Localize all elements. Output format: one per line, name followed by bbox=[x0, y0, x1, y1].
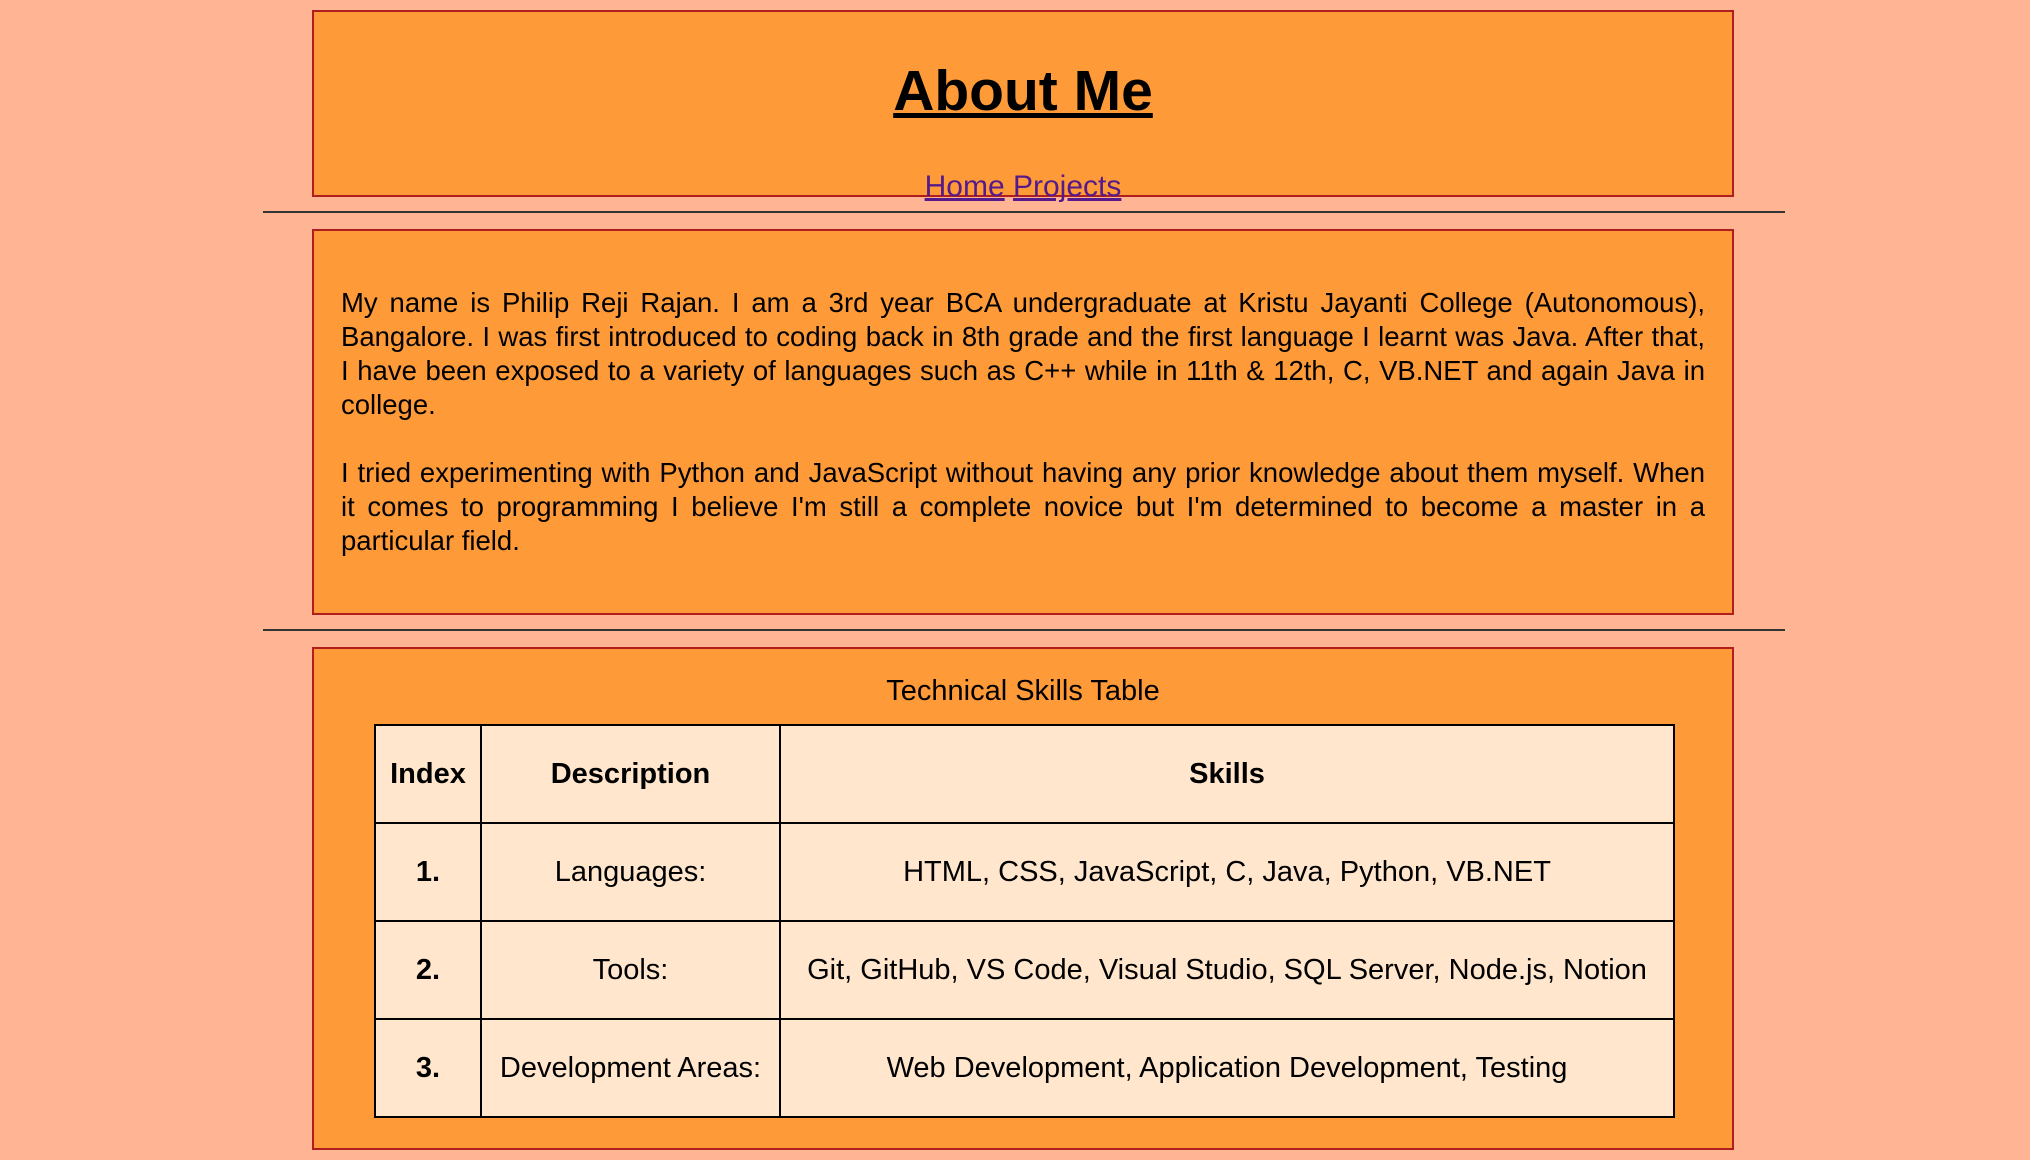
cell-skills: Web Development, Application Development… bbox=[779, 1018, 1675, 1118]
cell-index: 3. bbox=[374, 1018, 482, 1118]
cell-description: Tools: bbox=[480, 920, 781, 1020]
nav-link-projects[interactable]: Projects bbox=[1013, 170, 1122, 203]
horizontal-rule bbox=[263, 629, 1785, 631]
cell-description: Languages: bbox=[480, 822, 781, 922]
header-skills: Skills bbox=[779, 724, 1675, 824]
table-caption: Technical Skills Table bbox=[886, 675, 1160, 707]
header-section: About Me Home Projects bbox=[312, 10, 1734, 203]
header-description: Description bbox=[480, 724, 781, 824]
skills-section: Technical Skills Table Index Description… bbox=[312, 647, 1734, 1150]
header-index: Index bbox=[374, 724, 482, 824]
table-row: 1. Languages: HTML, CSS, JavaScript, C, … bbox=[374, 822, 1675, 922]
table-header-row: Index Description Skills bbox=[374, 724, 1675, 824]
nav-link-home[interactable]: Home bbox=[924, 170, 1005, 203]
about-section: My name is Philip Reji Rajan. I am a 3rd… bbox=[312, 229, 1734, 615]
cell-skills: HTML, CSS, JavaScript, C, Java, Python, … bbox=[779, 822, 1675, 922]
cell-index: 1. bbox=[374, 822, 482, 922]
about-paragraph-1: My name is Philip Reji Rajan. I am a 3rd… bbox=[341, 287, 1705, 420]
horizontal-rule bbox=[263, 211, 1785, 213]
about-paragraph-2: I tried experimenting with Python and Ja… bbox=[341, 457, 1705, 556]
table-row: 2. Tools: Git, GitHub, VS Code, Visual S… bbox=[374, 920, 1675, 1020]
table-row: 3. Development Areas: Web Development, A… bbox=[374, 1018, 1675, 1118]
nav-bar: Home Projects bbox=[314, 170, 1732, 203]
skills-table: Index Description Skills 1. Languages: H… bbox=[374, 724, 1675, 1118]
about-text: My name is Philip Reji Rajan. I am a 3rd… bbox=[341, 286, 1705, 592]
cell-index: 2. bbox=[374, 920, 482, 1020]
cell-skills: Git, GitHub, VS Code, Visual Studio, SQL… bbox=[779, 920, 1675, 1020]
cell-description: Development Areas: bbox=[480, 1018, 781, 1118]
page-title: About Me bbox=[893, 59, 1153, 123]
